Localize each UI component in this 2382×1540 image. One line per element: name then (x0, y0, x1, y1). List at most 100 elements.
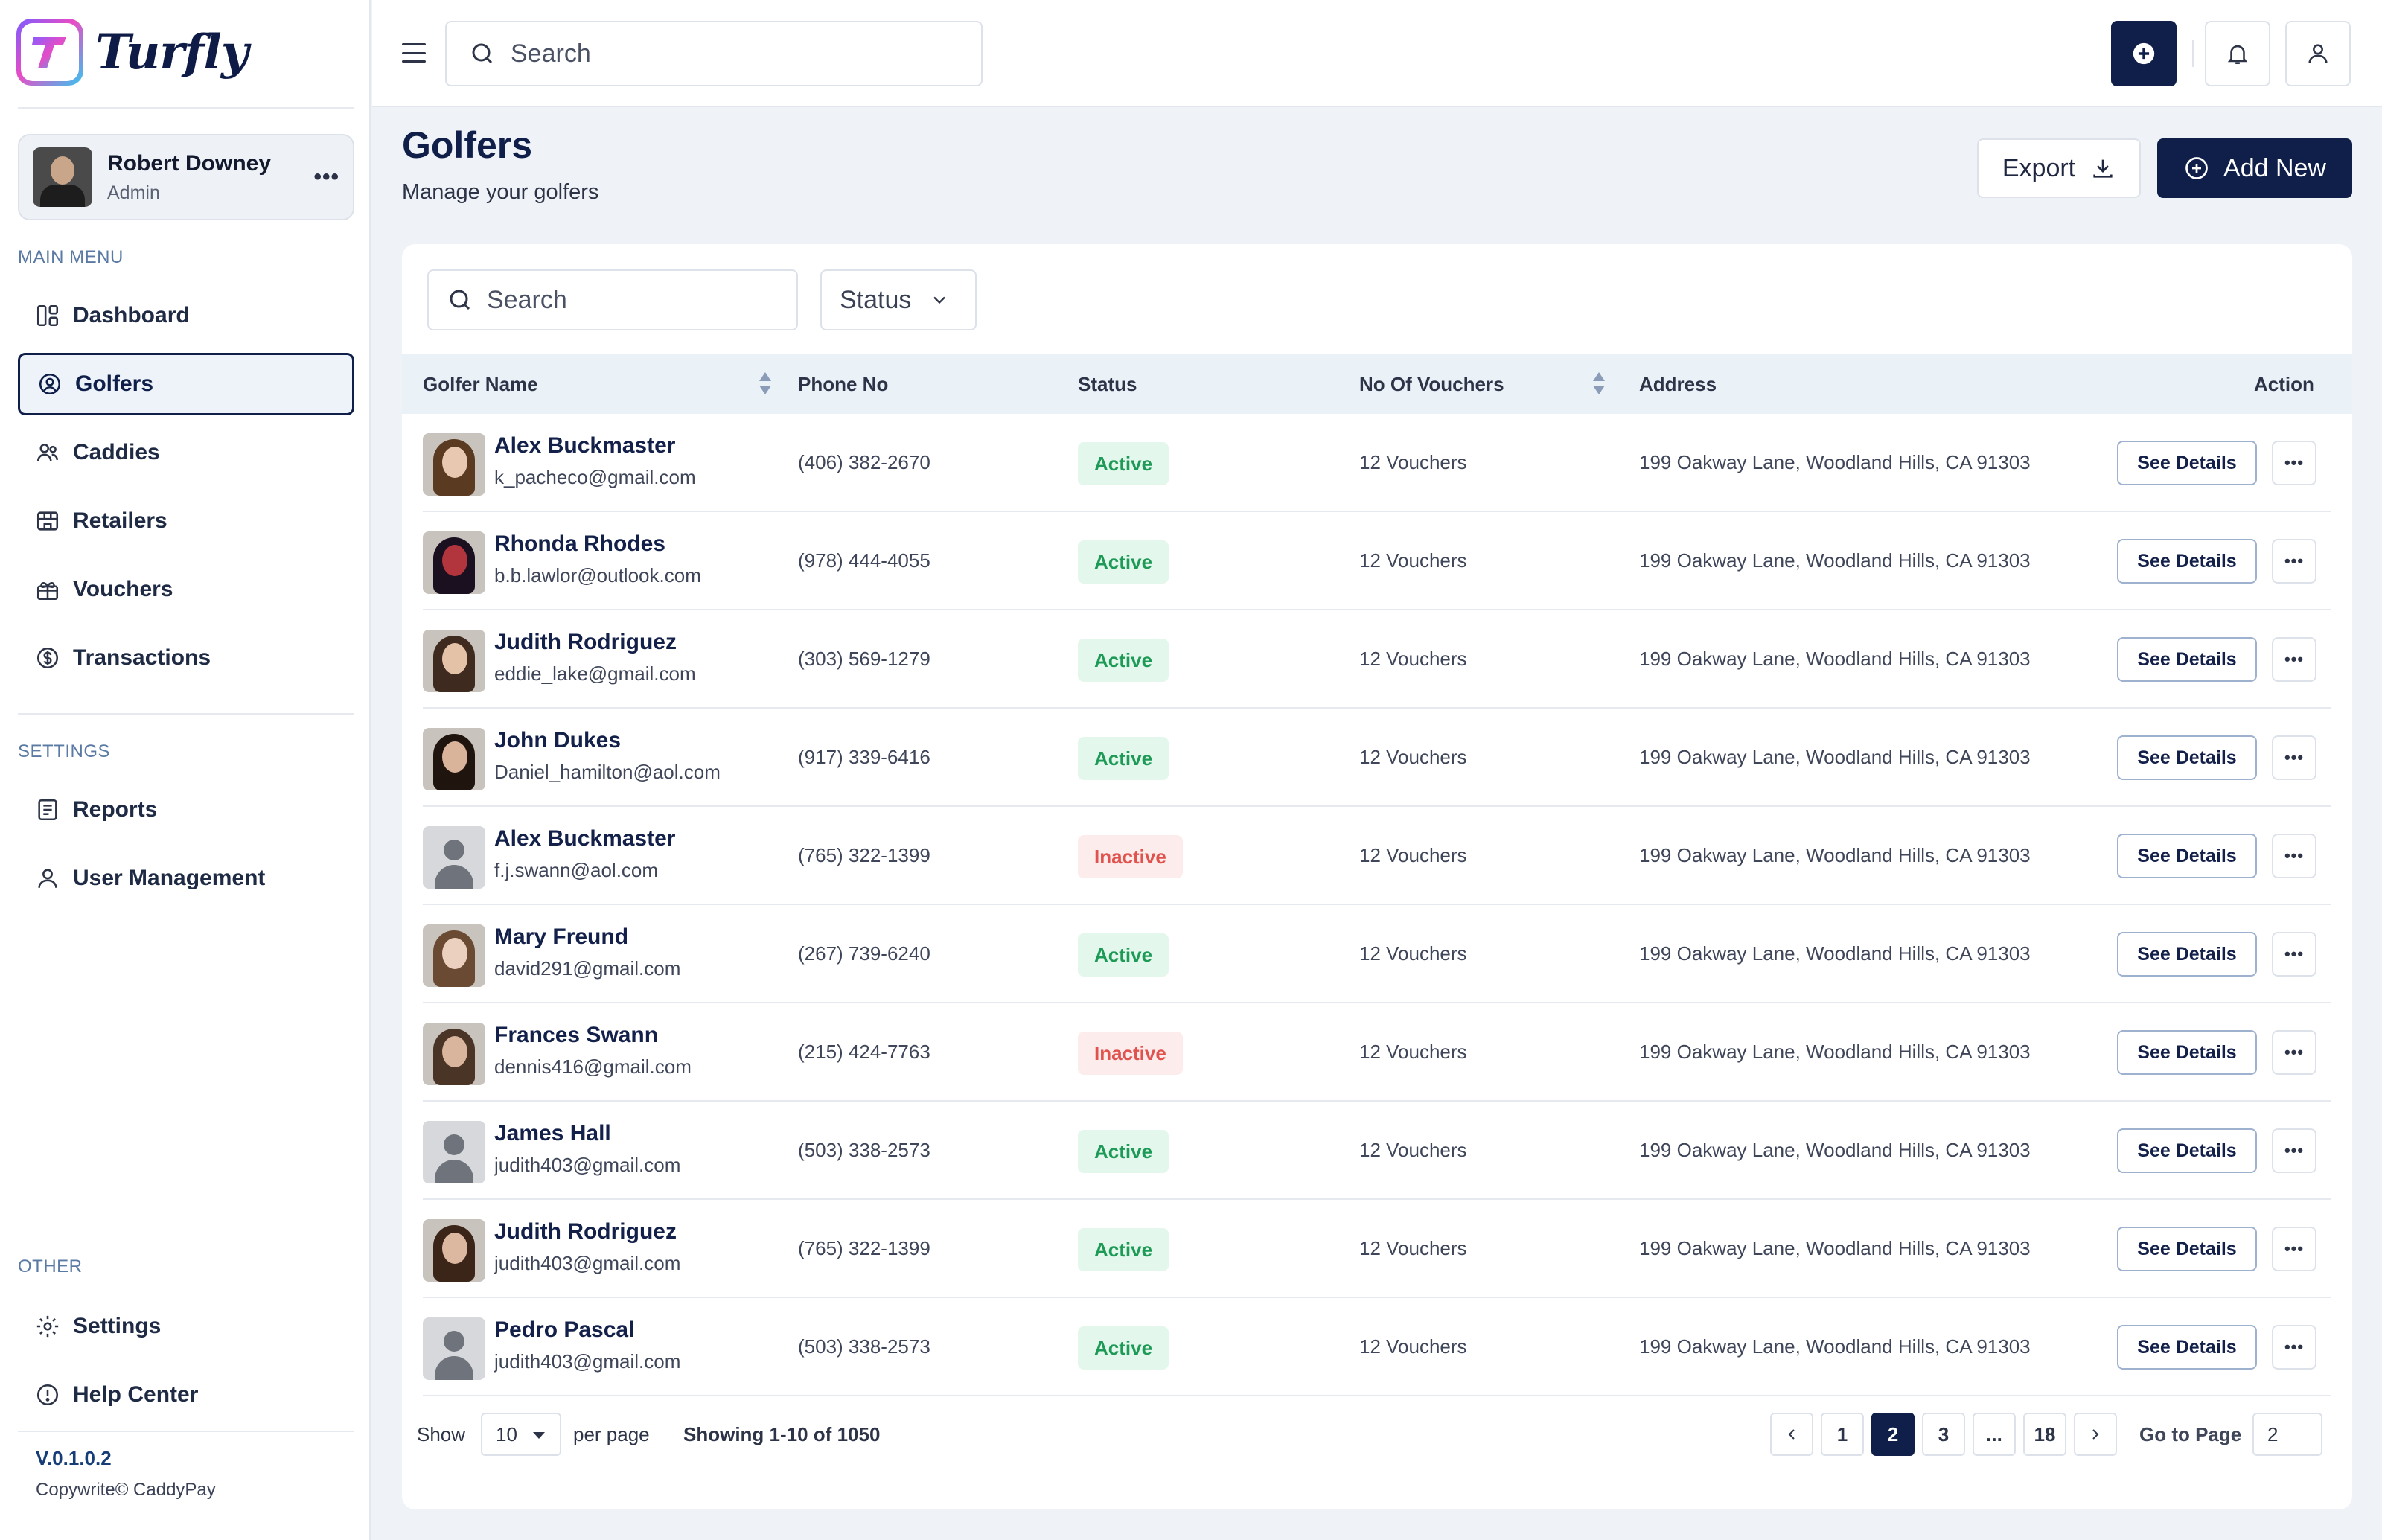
section-label-other: OTHER (18, 1256, 83, 1277)
chevron-down-icon (933, 296, 946, 304)
store-icon (34, 508, 61, 534)
golfer-name[interactable]: Judith Rodriguez (494, 1219, 677, 1244)
phone-cell: (503) 338-2573 (798, 1139, 930, 1161)
dashboard-icon (34, 302, 61, 329)
more-options-button[interactable]: ••• (2272, 932, 2316, 977)
golfer-name[interactable]: Frances Swann (494, 1023, 659, 1047)
page-button[interactable]: 18 (2023, 1413, 2066, 1456)
more-options-icon[interactable]: ••• (313, 164, 339, 189)
user-card[interactable]: Robert Downey Admin ••• (18, 134, 354, 220)
golfer-name[interactable]: James Hall (494, 1121, 611, 1146)
golfers-table-card: Search Status Golfer Name Phone No Statu… (402, 244, 2352, 1509)
notifications-button[interactable] (2205, 21, 2270, 86)
menu-icon[interactable] (402, 43, 426, 63)
see-details-button[interactable]: See Details (2117, 441, 2257, 485)
see-details-button[interactable]: See Details (2117, 1227, 2257, 1271)
golfer-name[interactable]: Alex Buckmaster (494, 433, 676, 458)
see-details-button[interactable]: See Details (2117, 1128, 2257, 1173)
prev-page-button[interactable] (1770, 1413, 1813, 1456)
sidebar-item-reports[interactable]: Reports (18, 779, 354, 841)
sidebar-item-caddies[interactable]: Caddies (18, 421, 354, 484)
sidebar-item-dashboard[interactable]: Dashboard (18, 284, 354, 347)
show-label: Show (417, 1423, 466, 1445)
more-options-button[interactable]: ••• (2272, 637, 2316, 682)
sidebar-item-user-management[interactable]: User Management (18, 847, 354, 910)
golfer-name[interactable]: John Dukes (494, 728, 622, 753)
see-details-button[interactable]: See Details (2117, 735, 2257, 780)
column-header-vouchers[interactable]: No Of Vouchers (1359, 372, 1504, 395)
table-search-input[interactable]: Search (427, 269, 798, 330)
profile-button[interactable] (2285, 21, 2351, 86)
address-cell: 199 Oakway Lane, Woodland Hills, CA 9130… (1639, 1041, 2031, 1063)
add-new-button[interactable]: Add New (2157, 138, 2352, 198)
avatar-placeholder-icon (423, 1317, 485, 1380)
vouchers-cell: 12 Vouchers (1359, 1041, 1467, 1063)
per-page-select[interactable]: 10 (481, 1413, 561, 1456)
column-header-golfer-name[interactable]: Golfer Name (423, 372, 538, 395)
more-options-button[interactable]: ••• (2272, 834, 2316, 878)
golfer-email: k_pacheco@gmail.com (494, 466, 696, 488)
sidebar-item-label: Retailers (73, 508, 167, 533)
see-details-button[interactable]: See Details (2117, 1325, 2257, 1370)
see-details-button[interactable]: See Details (2117, 539, 2257, 584)
table-header: Golfer Name Phone No Status No Of Vouche… (402, 354, 2352, 414)
sidebar-item-settings[interactable]: Settings (18, 1295, 354, 1358)
more-options-button[interactable]: ••• (2272, 441, 2316, 485)
more-options-button[interactable]: ••• (2272, 1030, 2316, 1075)
table-row: John Dukes Daniel_hamilton@aol.com (917) 3… (423, 709, 2331, 807)
golfer-name[interactable]: Alex Buckmaster (494, 826, 676, 851)
export-button[interactable]: Export (1977, 138, 2141, 198)
sort-icon[interactable] (1591, 372, 1605, 396)
add-button[interactable] (2111, 21, 2177, 86)
status-badge: Active (1078, 1326, 1169, 1370)
sidebar-item-label: User Management (73, 866, 266, 890)
vouchers-cell: 12 Vouchers (1359, 451, 1467, 473)
golfer-name[interactable]: Mary Freund (494, 924, 629, 949)
avatar (423, 630, 485, 692)
golfer-name[interactable]: Judith Rodriguez (494, 630, 677, 654)
golfer-email: dennis416@gmail.com (494, 1055, 692, 1078)
divider (18, 107, 354, 109)
sidebar-item-help-center[interactable]: Help Center (18, 1364, 354, 1426)
more-options-button[interactable]: ••• (2272, 539, 2316, 584)
more-options-button[interactable]: ••• (2272, 1128, 2316, 1173)
see-details-button[interactable]: See Details (2117, 834, 2257, 878)
sidebar-item-vouchers[interactable]: Vouchers (18, 558, 354, 621)
user-icon (2308, 44, 2328, 63)
page-button[interactable]: 1 (1821, 1413, 1864, 1456)
page-button[interactable]: 3 (1922, 1413, 1965, 1456)
page-button[interactable]: 2 (1871, 1413, 1915, 1456)
status-badge: Active (1078, 1228, 1169, 1271)
brand[interactable]: Turfly (16, 18, 249, 86)
more-options-button[interactable]: ••• (2272, 1325, 2316, 1370)
table-row: Mary Freund david291@gmail.com (267) 739-6… (423, 905, 2331, 1003)
sidebar-item-golfers[interactable]: Golfers (18, 353, 354, 415)
dollar-icon (34, 645, 61, 671)
help-icon (34, 1381, 61, 1408)
golfer-name[interactable]: Pedro Pascal (494, 1317, 635, 1342)
golfer-email: judith403@gmail.com (494, 1252, 681, 1274)
search-input[interactable]: Search (445, 21, 983, 86)
export-label: Export (2002, 153, 2076, 182)
see-details-button[interactable]: See Details (2117, 1030, 2257, 1075)
phone-cell: (765) 322-1399 (798, 844, 930, 866)
goto-page-input[interactable]: 2 (2252, 1413, 2322, 1456)
more-options-button[interactable]: ••• (2272, 735, 2316, 780)
golfer-name[interactable]: Rhonda Rhodes (494, 531, 665, 556)
sort-icon[interactable] (758, 372, 771, 396)
next-page-button[interactable] (2074, 1413, 2117, 1456)
sidebar-item-retailers[interactable]: Retailers (18, 490, 354, 552)
plus-circle-icon (2185, 157, 2208, 179)
avatar (423, 433, 485, 496)
see-details-button[interactable]: See Details (2117, 637, 2257, 682)
search-icon (472, 43, 493, 64)
more-options-button[interactable]: ••• (2272, 1227, 2316, 1271)
avatar (423, 1023, 485, 1085)
see-details-button[interactable]: See Details (2117, 932, 2257, 977)
status-badge: Active (1078, 442, 1169, 485)
address-cell: 199 Oakway Lane, Woodland Hills, CA 9130… (1639, 549, 2031, 572)
status-filter-label: Status (840, 285, 912, 314)
status-filter-dropdown[interactable]: Status (820, 269, 977, 330)
sidebar-item-transactions[interactable]: Transactions (18, 627, 354, 689)
